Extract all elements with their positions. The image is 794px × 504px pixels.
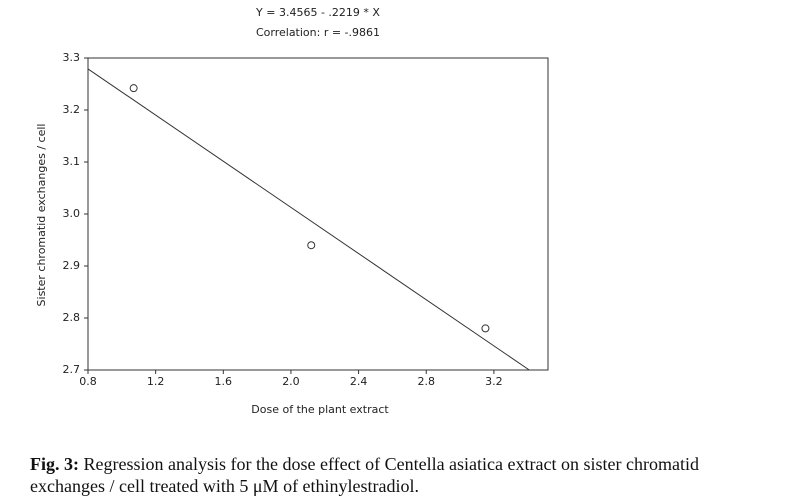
- data-point: [481, 324, 490, 333]
- y-tick-label: 2.9: [63, 259, 81, 272]
- x-tick-label: 1.2: [147, 375, 165, 388]
- y-axis-label: Sister chromatid exchanges / cell: [35, 124, 48, 307]
- x-axis-label: Dose of the plant extract: [251, 403, 389, 416]
- x-tick-label: 2.0: [282, 375, 300, 388]
- y-tick-label: 2.7: [63, 363, 81, 376]
- caption-label: Fig. 3:: [30, 454, 79, 474]
- regression-line: [87, 68, 530, 371]
- x-tick-label: 1.6: [215, 375, 233, 388]
- x-tick-label: 2.4: [350, 375, 368, 388]
- y-tick-label: 3.0: [63, 207, 81, 220]
- x-tick-label: 3.2: [485, 375, 503, 388]
- plot-frame: [87, 57, 549, 371]
- caption-text: Regression analysis for the dose effect …: [30, 454, 699, 496]
- data-point: [129, 84, 138, 93]
- chart-title: Y = 3.4565 - .2219 * X: [255, 6, 380, 19]
- y-tick-label: 3.2: [63, 103, 81, 116]
- data-point: [307, 241, 316, 250]
- x-tick-label: 2.8: [417, 375, 435, 388]
- chart: Y = 3.4565 - .2219 * X Correlation: r = …: [35, 6, 549, 416]
- y-tick-label: 3.1: [63, 155, 81, 168]
- chart-subtitle: Correlation: r = -.9861: [256, 26, 380, 39]
- x-tick-label: 0.8: [79, 375, 97, 388]
- caption: Fig. 3: Regression analysis for the dose…: [30, 453, 770, 497]
- y-tick-label: 2.8: [63, 311, 81, 324]
- y-tick-label: 3.3: [63, 51, 81, 64]
